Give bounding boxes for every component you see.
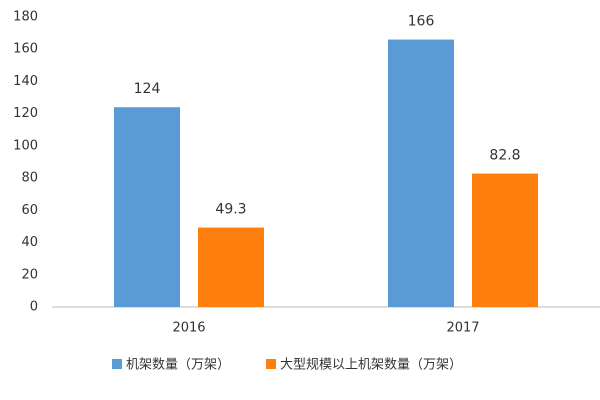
y-tick-label: 120 bbox=[13, 106, 38, 121]
bar bbox=[198, 227, 264, 307]
bar bbox=[388, 39, 454, 308]
legend-label: 机架数量（万架） bbox=[126, 358, 230, 373]
y-tick-label: 20 bbox=[21, 267, 38, 282]
bar bbox=[114, 107, 180, 307]
data-label: 124 bbox=[134, 81, 161, 97]
y-tick-label: 80 bbox=[21, 171, 38, 186]
data-label: 82.8 bbox=[489, 148, 520, 164]
y-tick-label: 140 bbox=[13, 74, 38, 89]
legend-label: 大型规模以上机架数量（万架） bbox=[280, 358, 462, 373]
y-tick-label: 0 bbox=[30, 300, 38, 315]
data-label: 49.3 bbox=[215, 202, 246, 218]
y-tick-label: 100 bbox=[13, 138, 38, 153]
y-tick-label: 180 bbox=[13, 10, 38, 25]
bar bbox=[472, 173, 538, 307]
x-tick-label: 2016 bbox=[172, 321, 205, 336]
legend-swatch bbox=[266, 359, 277, 369]
y-tick-label: 60 bbox=[21, 203, 38, 218]
legend-swatch bbox=[112, 359, 122, 369]
x-tick-label: 2017 bbox=[446, 321, 479, 336]
data-label: 166 bbox=[408, 14, 435, 30]
y-tick-label: 40 bbox=[21, 235, 38, 250]
y-tick-label: 160 bbox=[13, 42, 38, 57]
